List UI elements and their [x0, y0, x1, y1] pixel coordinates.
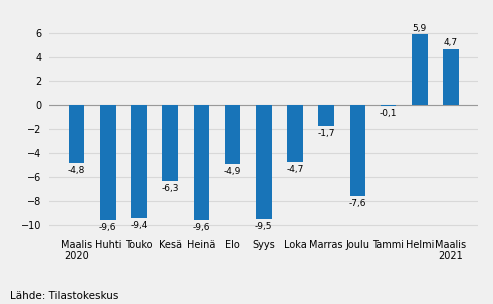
- Bar: [194, 105, 209, 220]
- Text: -6,3: -6,3: [161, 184, 179, 193]
- Text: Lähde: Tilastokeskus: Lähde: Tilastokeskus: [10, 291, 118, 301]
- Bar: [100, 105, 115, 220]
- Text: 5,9: 5,9: [413, 23, 427, 33]
- Text: -1,7: -1,7: [317, 129, 335, 137]
- Bar: [287, 105, 303, 161]
- Text: 4,7: 4,7: [444, 38, 458, 47]
- Text: -9,5: -9,5: [255, 222, 273, 231]
- Text: -4,9: -4,9: [224, 167, 241, 176]
- Bar: [443, 49, 458, 105]
- Text: -9,6: -9,6: [99, 223, 116, 232]
- Text: -9,6: -9,6: [193, 223, 210, 232]
- Text: -4,8: -4,8: [68, 166, 85, 175]
- Text: -0,1: -0,1: [380, 109, 397, 118]
- Text: -9,4: -9,4: [130, 221, 148, 230]
- Bar: [350, 105, 365, 196]
- Bar: [225, 105, 241, 164]
- Text: -4,7: -4,7: [286, 164, 304, 174]
- Bar: [69, 105, 84, 163]
- Bar: [381, 105, 396, 106]
- Bar: [256, 105, 272, 219]
- Bar: [412, 34, 427, 105]
- Bar: [131, 105, 147, 218]
- Text: -7,6: -7,6: [349, 199, 366, 208]
- Bar: [162, 105, 178, 181]
- Bar: [318, 105, 334, 126]
